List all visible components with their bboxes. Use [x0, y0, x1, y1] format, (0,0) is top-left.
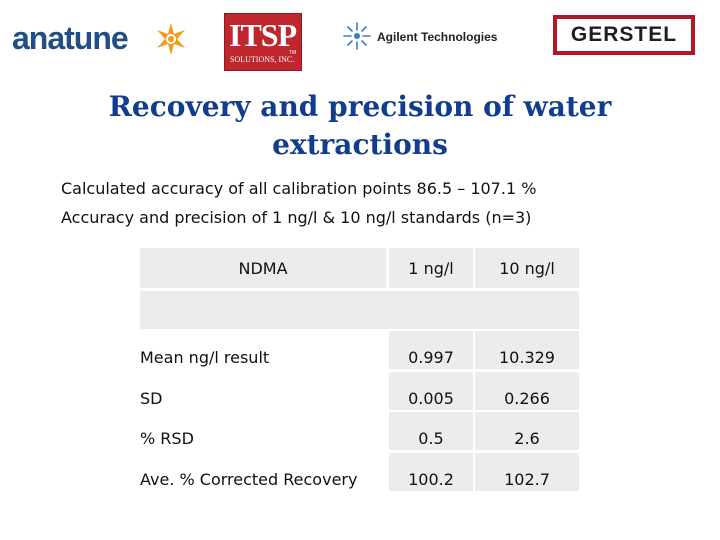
table-row-label: % RSD [140, 429, 194, 448]
table-row-label: Mean ng/l result [140, 348, 270, 367]
gerstel-logo: GERSTEL [553, 15, 695, 55]
table-cell: 102.7 [475, 453, 579, 491]
anatune-logo: anatune [12, 18, 185, 60]
itsp-logo-text: ITSP [229, 17, 297, 53]
anatune-logo-text: anatune [12, 20, 129, 56]
gerstel-logo-text: GERSTEL [570, 23, 678, 46]
precision-summary-line: Accuracy and precision of 1 ng/l & 10 ng… [61, 208, 532, 227]
table-row-label: SD [140, 389, 163, 408]
table-cell: 0.266 [475, 372, 579, 410]
table-cell: 0.997 [389, 331, 473, 369]
table-cell: 2.6 [475, 412, 579, 450]
accuracy-summary-line: Calculated accuracy of all calibration p… [61, 179, 537, 198]
table-cell: 0.005 [389, 372, 473, 410]
table-header-10ng: 10 ng/l [475, 248, 579, 288]
slide-title: Recovery and precision of water extracti… [108, 90, 612, 161]
itsp-logo-subtext: SOLUTIONS, INC. [230, 55, 295, 64]
table-header-1ng: 1 ng/l [389, 248, 473, 288]
spark-icon [343, 22, 371, 50]
table-cell: 0.5 [389, 412, 473, 450]
itsp-trademark: TM [289, 50, 297, 56]
agilent-logo-text: Agilent Technologies [377, 30, 498, 44]
agilent-logo: Agilent Technologies [343, 22, 503, 52]
orange-star-icon [157, 23, 185, 55]
table-row-label: Ave. % Corrected Recovery [140, 470, 358, 489]
itsp-logo: ITSP TM SOLUTIONS, INC. [224, 13, 302, 71]
table-cell: 10.329 [475, 331, 579, 369]
table-spacer-row [140, 291, 579, 329]
table-cell: 100.2 [389, 453, 473, 491]
table-header-analyte: NDMA [140, 248, 386, 288]
